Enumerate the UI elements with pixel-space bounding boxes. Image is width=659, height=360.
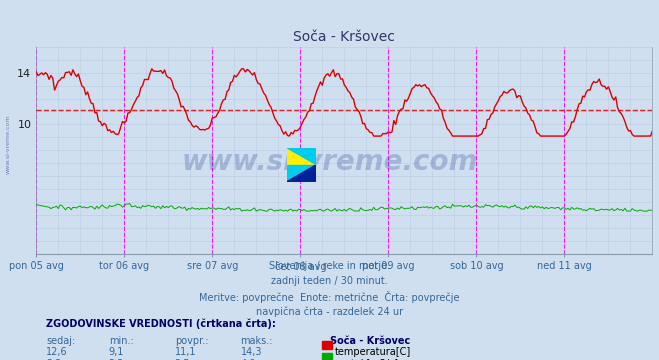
Polygon shape (287, 148, 316, 165)
Bar (322, 353, 332, 360)
Text: 12,6: 12,6 (46, 347, 68, 357)
Text: zadnji teden / 30 minut.: zadnji teden / 30 minut. (271, 276, 388, 286)
Text: Soča - Kršovec: Soča - Kršovec (330, 336, 410, 346)
Text: temperatura[C]: temperatura[C] (335, 347, 411, 357)
Text: Slovenija / reke in morje.: Slovenija / reke in morje. (269, 261, 390, 271)
Text: povpr.:: povpr.: (175, 336, 208, 346)
Text: 11,1: 11,1 (175, 347, 196, 357)
Text: min.:: min.: (109, 336, 134, 346)
Text: sedaj:: sedaj: (46, 336, 75, 346)
Text: www.si-vreme.com: www.si-vreme.com (181, 148, 478, 176)
Bar (322, 341, 332, 349)
Text: pretok[m3/s]: pretok[m3/s] (335, 359, 398, 360)
Text: maks.:: maks.: (241, 336, 273, 346)
Text: 3,3: 3,3 (46, 359, 61, 360)
Polygon shape (287, 165, 316, 182)
Text: ZGODOVINSKE VREDNOSTI (črtkana črta):: ZGODOVINSKE VREDNOSTI (črtkana črta): (46, 319, 276, 329)
Text: www.si-vreme.com: www.si-vreme.com (5, 114, 11, 174)
Text: navpična črta - razdelek 24 ur: navpična črta - razdelek 24 ur (256, 306, 403, 317)
Text: 3,5: 3,5 (175, 359, 190, 360)
Title: Soča - Kršovec: Soča - Kršovec (293, 30, 395, 44)
Text: 4,0: 4,0 (241, 359, 256, 360)
Text: 9,1: 9,1 (109, 347, 124, 357)
Polygon shape (287, 148, 316, 165)
Text: 3,3: 3,3 (109, 359, 124, 360)
Text: Meritve: povprečne  Enote: metrične  Črta: povprečje: Meritve: povprečne Enote: metrične Črta:… (199, 291, 460, 303)
Polygon shape (287, 165, 316, 182)
Text: 14,3: 14,3 (241, 347, 262, 357)
